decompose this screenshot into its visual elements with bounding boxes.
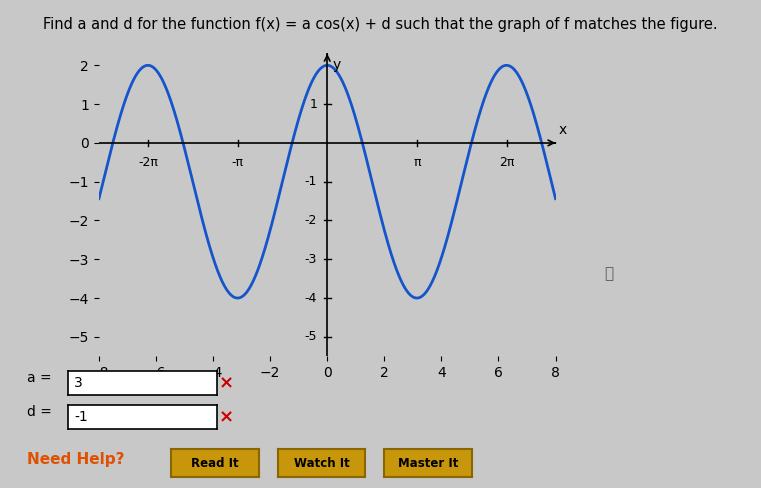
Text: π: π bbox=[413, 157, 421, 169]
Text: a =: a = bbox=[27, 371, 51, 385]
Text: x: x bbox=[559, 123, 567, 137]
Text: -2: -2 bbox=[305, 214, 317, 227]
Text: -1: -1 bbox=[305, 175, 317, 188]
Text: ×: × bbox=[219, 374, 234, 392]
Text: Master It: Master It bbox=[398, 457, 458, 469]
Text: d =: d = bbox=[27, 406, 52, 419]
Text: Find a and d for the function f(x) = a cos(x) + d such that the graph of f match: Find a and d for the function f(x) = a c… bbox=[43, 17, 718, 32]
Text: 2π: 2π bbox=[499, 157, 514, 169]
Text: Read It: Read It bbox=[191, 457, 239, 469]
Text: Watch It: Watch It bbox=[294, 457, 349, 469]
Text: 3: 3 bbox=[75, 376, 83, 390]
Text: -4: -4 bbox=[305, 291, 317, 305]
Text: 1: 1 bbox=[310, 98, 317, 111]
Text: Need Help?: Need Help? bbox=[27, 452, 124, 467]
Text: -π: -π bbox=[231, 157, 244, 169]
Text: -3: -3 bbox=[305, 253, 317, 266]
Text: y: y bbox=[333, 58, 341, 72]
Text: -5: -5 bbox=[304, 330, 317, 344]
Text: ×: × bbox=[219, 408, 234, 426]
Text: -2π: -2π bbox=[138, 157, 158, 169]
Text: -1: -1 bbox=[75, 410, 88, 424]
Text: ⓘ: ⓘ bbox=[604, 266, 613, 281]
